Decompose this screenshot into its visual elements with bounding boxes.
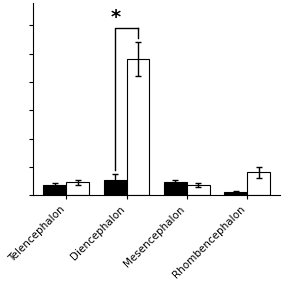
Bar bbox=[164, 182, 187, 195]
Text: *: * bbox=[111, 8, 121, 27]
Bar bbox=[127, 59, 149, 195]
Bar bbox=[104, 179, 127, 195]
Bar bbox=[66, 182, 89, 195]
Bar bbox=[247, 172, 270, 195]
Bar bbox=[187, 185, 210, 195]
Bar bbox=[224, 192, 247, 195]
Bar bbox=[43, 185, 66, 195]
